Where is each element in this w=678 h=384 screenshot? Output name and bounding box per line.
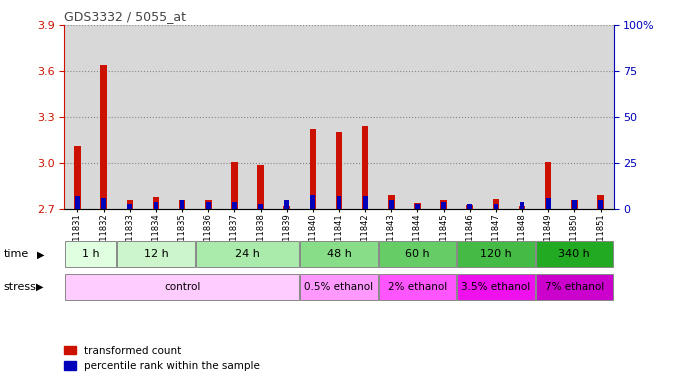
Bar bbox=[231, 162, 238, 209]
Bar bbox=[362, 126, 368, 209]
Legend: transformed count, percentile rank within the sample: transformed count, percentile rank withi… bbox=[60, 341, 264, 375]
Bar bbox=[509, 25, 535, 209]
Bar bbox=[404, 25, 431, 209]
Bar bbox=[284, 200, 289, 209]
Bar bbox=[336, 132, 342, 209]
Bar bbox=[65, 274, 299, 300]
Bar bbox=[457, 25, 483, 209]
Text: 12 h: 12 h bbox=[144, 249, 168, 260]
Text: 3.5% ethanol: 3.5% ethanol bbox=[461, 282, 530, 292]
Text: GDS3332 / 5055_at: GDS3332 / 5055_at bbox=[64, 10, 186, 23]
Bar bbox=[587, 25, 614, 209]
Bar bbox=[232, 202, 237, 209]
Bar bbox=[352, 25, 378, 209]
Bar bbox=[101, 198, 106, 209]
Bar bbox=[127, 204, 132, 209]
Bar bbox=[91, 25, 117, 209]
Bar bbox=[572, 200, 577, 209]
Text: stress: stress bbox=[3, 282, 36, 292]
Bar bbox=[247, 25, 274, 209]
Text: control: control bbox=[164, 282, 200, 292]
Bar bbox=[363, 196, 367, 209]
Bar bbox=[520, 202, 524, 209]
Bar bbox=[257, 165, 264, 209]
Bar bbox=[598, 200, 603, 209]
Bar bbox=[64, 25, 91, 209]
Bar bbox=[117, 25, 143, 209]
Bar bbox=[378, 25, 404, 209]
Bar bbox=[519, 206, 525, 209]
Bar bbox=[494, 204, 498, 209]
Bar bbox=[154, 202, 158, 209]
Bar bbox=[545, 162, 551, 209]
Bar bbox=[546, 198, 551, 209]
Bar bbox=[457, 242, 535, 267]
Bar bbox=[100, 65, 107, 209]
Bar bbox=[535, 25, 561, 209]
Text: 0.5% ethanol: 0.5% ethanol bbox=[304, 282, 374, 292]
Bar bbox=[431, 25, 457, 209]
Bar bbox=[415, 204, 420, 209]
Bar bbox=[561, 25, 587, 209]
Bar bbox=[117, 242, 195, 267]
Text: 24 h: 24 h bbox=[235, 249, 260, 260]
Bar bbox=[379, 242, 456, 267]
Bar bbox=[196, 242, 299, 267]
Bar bbox=[180, 200, 184, 209]
Text: 60 h: 60 h bbox=[405, 249, 430, 260]
Bar bbox=[221, 25, 247, 209]
Bar bbox=[283, 206, 290, 209]
Bar bbox=[206, 202, 211, 209]
Text: 48 h: 48 h bbox=[327, 249, 351, 260]
Bar bbox=[310, 129, 316, 209]
Bar bbox=[414, 203, 421, 209]
Bar bbox=[258, 204, 263, 209]
Bar bbox=[311, 195, 315, 209]
Bar bbox=[337, 196, 341, 209]
Bar bbox=[379, 274, 456, 300]
Bar bbox=[466, 205, 473, 209]
Text: 2% ethanol: 2% ethanol bbox=[388, 282, 447, 292]
Bar bbox=[457, 274, 535, 300]
Bar bbox=[467, 204, 472, 209]
Text: 1 h: 1 h bbox=[82, 249, 100, 260]
Bar bbox=[153, 197, 159, 209]
Bar bbox=[300, 25, 326, 209]
Bar bbox=[169, 25, 195, 209]
Bar bbox=[127, 200, 133, 209]
Bar bbox=[179, 200, 185, 209]
Text: 340 h: 340 h bbox=[559, 249, 591, 260]
Text: time: time bbox=[3, 249, 28, 260]
Bar bbox=[195, 25, 221, 209]
Text: ▶: ▶ bbox=[37, 249, 45, 260]
Bar bbox=[440, 200, 447, 209]
Bar bbox=[536, 242, 613, 267]
Bar bbox=[274, 25, 300, 209]
Bar bbox=[205, 200, 212, 209]
Bar bbox=[75, 196, 80, 209]
Bar bbox=[143, 25, 169, 209]
Bar bbox=[483, 25, 509, 209]
Text: 7% ethanol: 7% ethanol bbox=[544, 282, 604, 292]
Bar bbox=[536, 274, 613, 300]
Bar bbox=[389, 200, 394, 209]
Bar bbox=[597, 195, 604, 209]
Bar bbox=[300, 242, 378, 267]
Bar bbox=[300, 274, 378, 300]
Bar bbox=[571, 200, 578, 209]
Bar bbox=[74, 146, 81, 209]
Bar bbox=[441, 202, 446, 209]
Text: ▶: ▶ bbox=[36, 282, 43, 292]
Bar bbox=[65, 242, 116, 267]
Bar bbox=[326, 25, 352, 209]
Bar bbox=[388, 195, 395, 209]
Bar bbox=[493, 199, 499, 209]
Text: 120 h: 120 h bbox=[480, 249, 512, 260]
